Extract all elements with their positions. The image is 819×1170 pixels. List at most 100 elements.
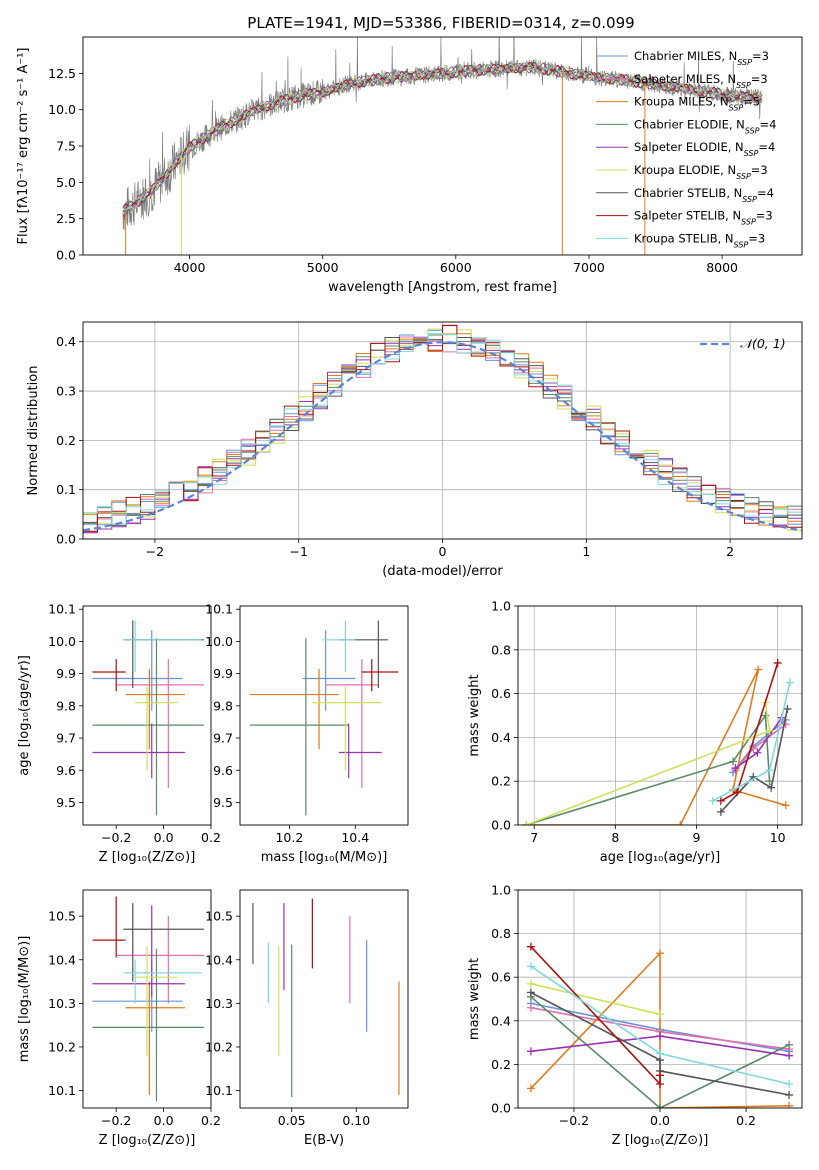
histogram-kroupa-stelib [83, 333, 802, 525]
weight-line [530, 982, 661, 1016]
x-axis-label: Z [log₁₀(Z/Z⊙)] [99, 850, 196, 865]
x-tick-label: 0 [439, 544, 447, 559]
legend-label-kroupa-stelib: Kroupa STELIB, NSSP=3 [634, 231, 765, 249]
y-tick-label: 5.0 [56, 175, 76, 190]
x-tick-label: 0.2 [736, 1113, 756, 1128]
weight-vs-age-panel: 7 8 9 10 0.0 0.2 0.4 0.6 0.8 1.0 age [log₁₀(age/yr… [467, 599, 803, 865]
plot-area [526, 942, 794, 1108]
x-tick-label: 7 [530, 830, 538, 845]
x-tick-label: 8 [611, 830, 619, 845]
age-vs-mass-panel: 10.2 10.4 9.5 9.6 9.7 9.8 9.9 10.0 10.1 mass [log… [205, 602, 409, 865]
errorbar-kroupa-miles [125, 668, 185, 750]
errorbar-salpeter-stelib [92, 896, 126, 958]
errorbar-salpeter-miles [325, 659, 379, 788]
y-tick-label: 0.3 [56, 384, 76, 399]
weight-marker [731, 764, 740, 773]
x-tick-label: 9 [693, 830, 701, 845]
y-tick-label: 2.5 [56, 211, 76, 226]
errorbar-salpeter-miles [116, 659, 204, 788]
x-tick-label: 0.0 [650, 1113, 670, 1128]
y-tick-label: 9.5 [213, 795, 233, 810]
weight-marker [765, 766, 774, 775]
spectrum-panel: 4000 5000 6000 7000 8000 0.0 2.5 5.0 7.5 10.0 12.5… [16, 36, 803, 295]
errorbar-chabrier-elodie [92, 638, 204, 816]
legend-label-salpeter-stelib: Salpeter STELIB, NSSP=3 [634, 209, 773, 227]
model-spectrum-chabrier-stelib [122, 61, 763, 212]
weight-marker [733, 788, 742, 797]
weight-marker [526, 988, 535, 997]
errorbar-chabrier-elodie [92, 948, 204, 1102]
x-tick-label: −0.2 [101, 830, 131, 845]
weight-marker [781, 801, 790, 810]
y-tick-label: 10.5 [48, 909, 76, 924]
y-tick-label: 9.7 [56, 731, 76, 746]
errorbar-kroupa-stelib [322, 620, 356, 673]
plot-area [252, 898, 400, 1098]
y-tick-label: 0.0 [56, 532, 76, 547]
weight-series-chabrier-stelib [526, 988, 794, 1099]
y-tick-label: 10.4 [48, 952, 76, 967]
y-tick-label: 9.5 [56, 795, 76, 810]
weight-marker [785, 1090, 794, 1099]
axes-frame [82, 889, 212, 1109]
mass-vs-extinction-panel: 0.05 0.10 10.1 10.2 10.3 10.4 10.5 E(B-V) [205, 889, 409, 1148]
axes-frame [239, 605, 409, 826]
y-tick-label: 0.2 [491, 774, 511, 789]
weight-marker [656, 1080, 664, 1089]
plot-area [249, 620, 399, 816]
weight-marker [781, 720, 790, 729]
legend-label-chabrier-stelib: Chabrier STELIB, NSSP=4 [634, 186, 774, 204]
x-tick-label: 0.2 [201, 1113, 221, 1128]
y-tick-label: 0.0 [491, 818, 511, 833]
weight-marker [656, 949, 664, 958]
y-tick-label: 9.8 [56, 698, 76, 713]
axes-frame [82, 605, 212, 826]
legend-label-chabrier-elodie: Chabrier ELODIE, NSSP=4 [634, 117, 776, 135]
y-tick-label: 10.0 [205, 634, 233, 649]
errorbar-kroupa-miles [125, 981, 185, 1095]
x-axis-label: E(B-V) [304, 1133, 344, 1148]
plot-area [522, 658, 794, 825]
y-tick-label: 10.5 [205, 909, 233, 924]
x-axis-label: Z [log₁₀(Z/Z⊙)] [612, 1133, 709, 1148]
x-tick-label: 0.05 [278, 1113, 306, 1128]
legend-label-normal: 𝒩(0, 1) [740, 336, 786, 351]
y-tick-label: 0.8 [491, 642, 511, 657]
x-tick-label: −2 [146, 544, 164, 559]
weight-series-chabrier-elodie [526, 992, 794, 1108]
errorbar-salpeter-stelib [92, 659, 126, 692]
x-axis-label: Z [log₁₀(Z/Z⊙)] [99, 1133, 196, 1148]
x-axis-label: age [log₁₀(age/yr)] [600, 850, 721, 865]
y-tick-label: 10.3 [205, 996, 233, 1011]
weight-marker [526, 942, 535, 951]
y-tick-label: 10.3 [48, 996, 76, 1011]
x-tick-label: 10 [770, 830, 786, 845]
y-tick-label: 0.6 [491, 686, 511, 701]
axes-frame [239, 889, 409, 1109]
legend-label-kroupa-miles: Kroupa MILES, NSSP=5 [634, 95, 760, 113]
errorbar-kroupa-elodie [135, 946, 178, 1056]
y-tick-label: 0.6 [491, 970, 511, 985]
y-tick-label: 9.7 [213, 731, 233, 746]
weight-line [530, 951, 790, 1108]
errorbar-salpeter-stelib [361, 659, 399, 692]
x-tick-label: −0.2 [559, 1113, 589, 1128]
weight-marker [526, 1003, 535, 1012]
errorbar-kroupa-stelib [123, 959, 202, 1004]
x-tick-label: 4000 [174, 260, 206, 275]
y-axis-label: mass [log₁₀(M/M⊙)] [17, 936, 32, 1063]
legend-label-salpeter-miles: Salpeter MILES, NSSP=3 [634, 72, 768, 90]
weight-marker [785, 1101, 794, 1108]
errorbar-kroupa-elodie [312, 686, 382, 771]
y-tick-label: 0.4 [56, 334, 76, 349]
errorbar-chabrier-miles [92, 630, 183, 711]
weight-line [530, 996, 790, 1108]
x-tick-label: 5000 [307, 260, 339, 275]
axes-frame [517, 605, 803, 826]
weight-marker [656, 1104, 664, 1108]
x-tick-label: 0.0 [154, 1113, 174, 1128]
weight-marker [785, 1040, 794, 1049]
model-spectrum-salpeter-elodie [122, 62, 763, 217]
y-tick-label: 10.1 [205, 1083, 233, 1098]
